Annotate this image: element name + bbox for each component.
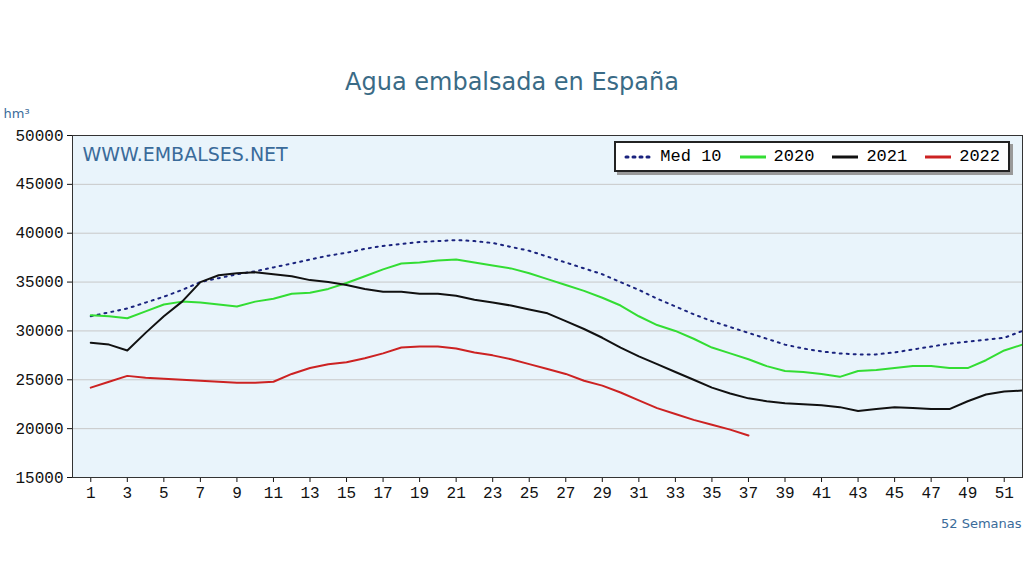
svg-text:30000: 30000 — [15, 323, 63, 341]
svg-text:45: 45 — [885, 485, 904, 503]
svg-text:41: 41 — [812, 485, 831, 503]
svg-text:15: 15 — [337, 485, 356, 503]
svg-text:39: 39 — [775, 485, 794, 503]
html-text:2021: 2021 — [866, 147, 908, 166]
svg-text:52 Semanas: 52 Semanas — [941, 516, 1022, 531]
svg-text:11: 11 — [264, 485, 283, 503]
svg-text:31: 31 — [629, 485, 648, 503]
svg-text:20000: 20000 — [15, 421, 63, 439]
svg-text:37: 37 — [739, 485, 758, 503]
svg-text:29: 29 — [593, 485, 612, 503]
svg-text:15000: 15000 — [15, 470, 63, 488]
svg-text:35: 35 — [702, 485, 721, 503]
svg-text:21: 21 — [447, 485, 466, 503]
svg-text:23: 23 — [483, 485, 502, 503]
svg-text:50000: 50000 — [15, 128, 63, 146]
svg-text:13: 13 — [300, 485, 319, 503]
svg-text:3: 3 — [123, 485, 133, 503]
html-text:Agua embalsada en España: Agua embalsada en España — [345, 68, 679, 96]
svg-text:9: 9 — [232, 485, 242, 503]
svg-text:35000: 35000 — [15, 274, 63, 292]
html-text:2022: 2022 — [959, 147, 1000, 166]
svg-text:25000: 25000 — [15, 372, 63, 390]
svg-text:17: 17 — [373, 485, 392, 503]
svg-text:7: 7 — [196, 485, 206, 503]
html-text:2020: 2020 — [773, 147, 815, 166]
svg-text:40000: 40000 — [15, 225, 63, 243]
svg-text:47: 47 — [922, 485, 941, 503]
svg-text:27: 27 — [556, 485, 575, 503]
html-text:Med 10: Med 10 — [660, 147, 722, 166]
svg-text:1: 1 — [86, 485, 96, 503]
svg-text:WWW.EMBALSES.NET: WWW.EMBALSES.NET — [83, 143, 289, 165]
svg-text:33: 33 — [666, 485, 685, 503]
svg-text:25: 25 — [520, 485, 539, 503]
svg-text:43: 43 — [848, 485, 867, 503]
svg-text:49: 49 — [958, 485, 977, 503]
svg-text:45000: 45000 — [15, 176, 63, 194]
svg-text:5: 5 — [159, 485, 169, 503]
svg-text:19: 19 — [410, 485, 429, 503]
svg-text:51: 51 — [995, 485, 1014, 503]
svg-text:hm³: hm³ — [4, 106, 30, 121]
